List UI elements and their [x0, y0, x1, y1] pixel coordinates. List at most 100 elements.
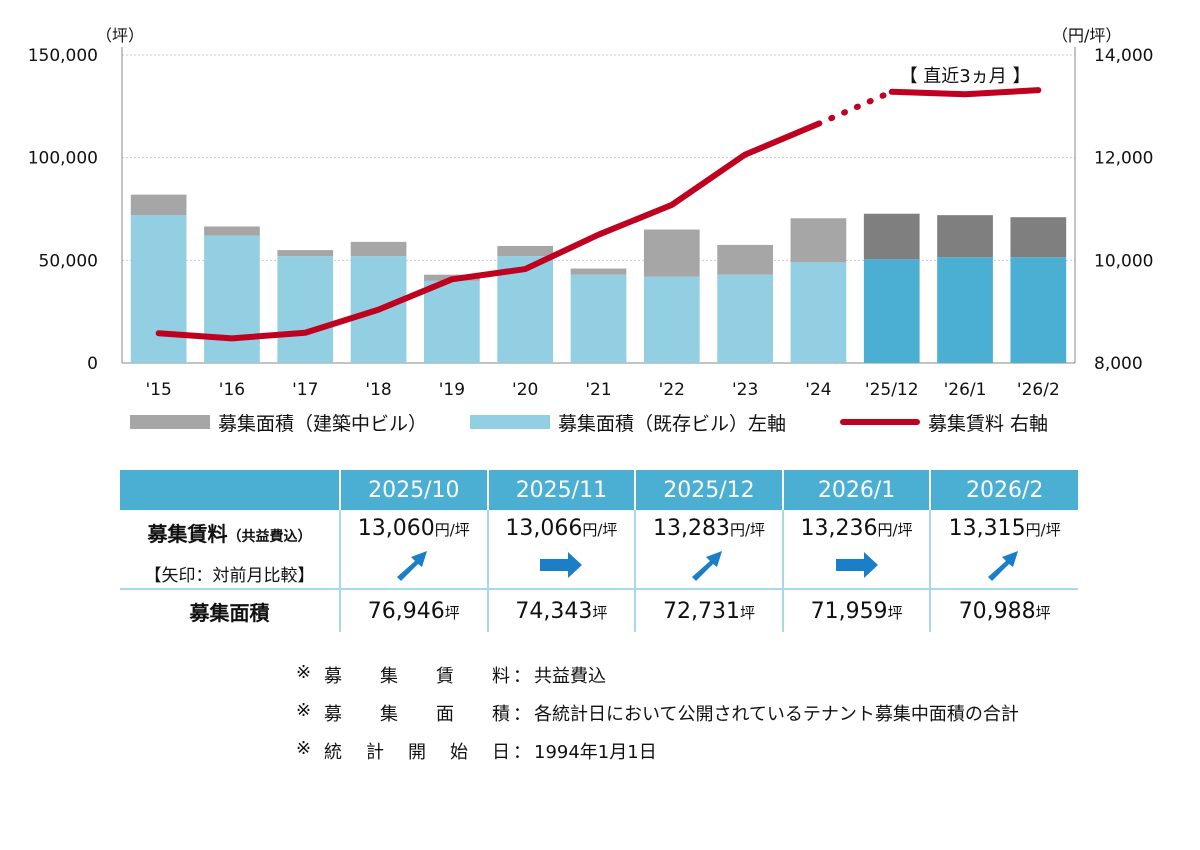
column-header: 2025/12 [634, 470, 783, 510]
x-axis-tick-label: '26/1 [944, 380, 987, 400]
rent-cell: 13,315円/坪 [929, 510, 1078, 590]
note-label: 統 計 開 始 日 [324, 738, 510, 776]
footnote: ※ 募 集 賃 料 ： 共益費込 [296, 662, 1019, 700]
table-corner [120, 470, 340, 510]
change-arrow-icon [636, 545, 782, 585]
column-header: 2026/2 [929, 470, 1078, 510]
table-header-row: 2025/10 2025/11 2025/12 2026/1 2026/2 [120, 470, 1078, 510]
legend-item-existing: 募集面積（既存ビル）左軸 [470, 407, 786, 437]
area-unit: 坪 [1035, 603, 1051, 622]
right-axis-tick-label: 14,000 [1094, 46, 1153, 66]
area-unit: 坪 [444, 603, 460, 622]
rent-cell: 13,060円/坪 [339, 510, 488, 590]
x-axis-tick-label: '15 [145, 380, 171, 400]
rent-unit: 円/坪 [1025, 521, 1061, 539]
area-unit: 坪 [887, 603, 903, 622]
x-axis-tick-label: '16 [219, 380, 245, 400]
rent-value: 13,236 [800, 516, 878, 541]
bar-construction [277, 250, 334, 257]
bar-existing [424, 280, 480, 363]
left-axis-unit: （坪） [96, 26, 145, 45]
x-axis-tick-label: '25/12 [865, 380, 919, 400]
bar-existing [863, 259, 920, 363]
x-axis-tick-label: '20 [512, 380, 538, 400]
rent-unit: 円/坪 [434, 521, 470, 539]
note-text: 共益費込 [534, 666, 606, 687]
rent-unit: 円/坪 [582, 521, 618, 539]
change-arrow-icon [489, 545, 635, 585]
right-axis-unit: （円/坪） [1052, 26, 1122, 45]
rent-row-note: 【矢印：対前月比較】 [144, 566, 315, 586]
rent-row-header: 募集賃料（共益費込） 【矢印：対前月比較】 [120, 510, 340, 590]
bar-existing [277, 256, 334, 363]
area-value: 74,343 [515, 598, 593, 624]
column-header: 2025/11 [486, 470, 636, 510]
bar-construction [643, 229, 700, 277]
area-value: 76,946 [367, 598, 445, 624]
legend-item-rent: 募集賃料 右軸 [840, 407, 1048, 437]
rent-row-sublabel: （共益費込） [227, 529, 312, 545]
change-arrow-icon [784, 545, 930, 585]
chart-area: （坪） （円/坪） 0 50,000 100,000 150,000 8,000 10,0… [28, 26, 1154, 437]
note-text: 1994年1月1日 [534, 742, 657, 763]
note-label-char: 料 [492, 666, 510, 687]
legend-swatch-existing [470, 415, 550, 429]
note-label-char: 始 [450, 742, 468, 763]
left-axis-tick-label: 100,000 [28, 149, 98, 169]
note-colon: ： [513, 704, 531, 725]
area-unit: 坪 [739, 603, 755, 622]
rent-cell: 13,066円/坪 [486, 510, 636, 590]
note-colon: ： [513, 742, 531, 763]
bar-existing [790, 262, 847, 363]
note-mark: ※ [296, 738, 312, 759]
right-axis-tick-label: 12,000 [1094, 149, 1153, 169]
bar-construction [863, 213, 920, 260]
rent-cell: 13,236円/坪 [781, 510, 931, 590]
note-label-char: 集 [380, 666, 398, 687]
rent-cell: 13,283円/坪 [634, 510, 783, 590]
note-label-char: 統 [324, 742, 342, 763]
note-label-char: 積 [492, 704, 510, 725]
area-value: 70,988 [958, 598, 1036, 624]
summary-table: 2025/10 2025/11 2025/12 2026/1 2026/2 募集… [120, 470, 1078, 632]
column-header: 2025/10 [339, 470, 488, 510]
x-axis-tick-label: '19 [439, 380, 465, 400]
rent-value: 13,315 [948, 516, 1026, 541]
chart-svg: 0 50,000 100,000 150,000 8,000 10,000 12,000 14… [28, 46, 1154, 400]
note-label-char: 計 [366, 742, 384, 763]
bar-existing [570, 274, 627, 363]
legend-swatch-construction [130, 415, 210, 429]
bar-existing [130, 215, 187, 363]
left-axis-tick-label: 50,000 [39, 251, 98, 271]
legend-label-existing: 募集面積（既存ビル）左軸 [558, 412, 787, 435]
bar-construction [937, 215, 993, 258]
area-unit: 坪 [592, 603, 608, 622]
bar-construction [717, 244, 773, 275]
bar-existing [937, 257, 993, 363]
rent-line-recent [888, 87, 1042, 98]
area-row: 募集面積 76,946坪 74,343坪 72,731坪 71,959坪 70,… [120, 589, 1078, 632]
note-label-char: 募 [324, 704, 342, 725]
legend-label-construction: 募集面積（建築中ビル） [218, 412, 428, 435]
bar-existing [1010, 257, 1067, 363]
note-label-char: 募 [324, 666, 342, 687]
left-axis-tick-label: 0 [87, 354, 98, 374]
area-cell: 70,988坪 [929, 589, 1078, 632]
area-value: 71,959 [810, 598, 888, 624]
legend-item-construction: 募集面積（建築中ビル） [130, 407, 427, 437]
x-axis-tick-label: '26/2 [1017, 380, 1060, 400]
area-row-label: 募集面積 [189, 600, 270, 625]
rent-row-label: 募集賃料 [147, 522, 228, 546]
rent-line-dotted [815, 88, 895, 127]
bar-existing [717, 274, 773, 363]
left-axis-tick-label: 150,000 [28, 46, 98, 66]
bar-existing [643, 276, 700, 363]
area-cell: 74,343坪 [486, 589, 636, 632]
note-label-char: 賃 [436, 666, 454, 687]
area-cell: 76,946坪 [339, 589, 488, 632]
right-axis-tick-label: 8,000 [1094, 354, 1143, 374]
x-axis-tick-label: '22 [659, 380, 685, 400]
area-cell: 71,959坪 [781, 589, 931, 632]
rent-value: 13,283 [652, 516, 730, 541]
area-cell: 72,731坪 [634, 589, 783, 632]
